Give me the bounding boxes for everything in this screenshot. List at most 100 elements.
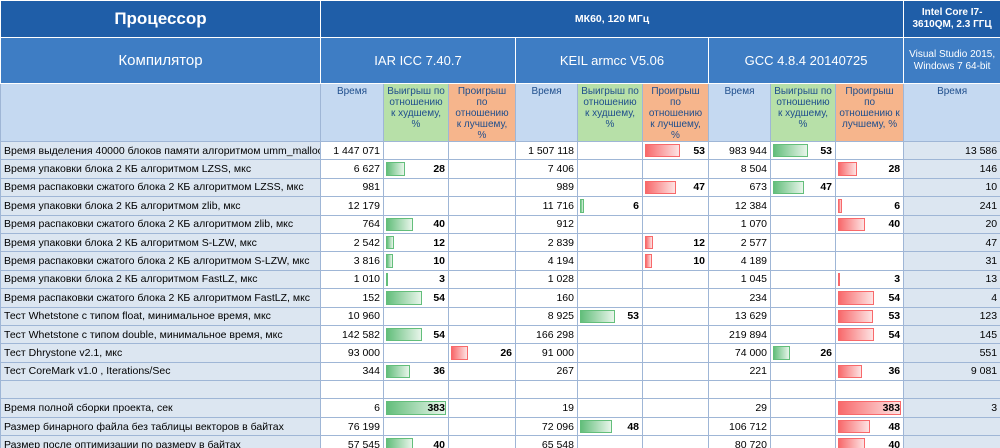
win-cell <box>577 140 643 161</box>
lose-bar <box>838 291 874 305</box>
win-cell <box>383 416 449 437</box>
compiler: Visual Studio 2015, Windows 7 64-bit <box>903 37 1000 84</box>
subheader: Время <box>708 83 771 142</box>
time: 2 839 <box>515 232 578 253</box>
data-row: Время выделения 40000 блоков памяти алго… <box>0 140 1000 161</box>
time: 234 <box>708 288 771 308</box>
win-cell <box>383 306 449 326</box>
time: 10 960 <box>320 306 384 326</box>
subheader-row: Время Выигрыш по отношению к худшему, % Пр… <box>0 83 1000 142</box>
row-label: Время распаковки сжатого блока 2 КБ алго… <box>0 177 321 198</box>
subheader: Проигрыш по отношению к лучшему, % <box>642 83 709 142</box>
lose-cell <box>448 435 516 448</box>
lose-cell <box>448 251 516 271</box>
win-cell <box>770 288 836 308</box>
win-cell <box>770 269 836 290</box>
lose-cell <box>448 140 516 161</box>
vs-time <box>903 380 1000 400</box>
value: 3 <box>439 273 445 286</box>
win-cell <box>577 380 643 400</box>
value: 10 <box>433 255 445 268</box>
data-row: Тест Whetstone с типом double, минимальн… <box>0 324 1000 345</box>
lose-cell <box>642 435 709 448</box>
value: 383 <box>427 402 445 415</box>
win-cell <box>383 196 449 216</box>
row-label: Время распаковки сжатого блока 2 КБ алго… <box>0 288 321 308</box>
lose-cell <box>448 269 516 290</box>
value: 26 <box>820 346 832 359</box>
win-cell: 40 <box>383 435 449 448</box>
value: 6 <box>633 199 639 212</box>
lose-cell <box>448 196 516 216</box>
lose-cell: 47 <box>642 177 709 198</box>
time: 1 045 <box>708 269 771 290</box>
data-row: Тест CoreMark v1.0 , Iterations/Sec 344 36… <box>0 361 1000 382</box>
lose-cell <box>448 214 516 234</box>
value: 40 <box>888 218 901 231</box>
row-label: Тест Dhrystone v2.1, мкс <box>0 343 321 363</box>
win-cell <box>770 361 836 382</box>
lose-bar <box>838 272 840 287</box>
time: 983 944 <box>708 140 771 161</box>
lose-cell <box>834 232 905 253</box>
lose-cell: 10 <box>642 251 709 271</box>
lose-cell <box>834 343 905 363</box>
time: 989 <box>515 177 578 198</box>
lose-cell: 12 <box>642 232 709 253</box>
win-cell <box>577 214 643 234</box>
win-cell: 54 <box>383 288 449 308</box>
lose-cell <box>642 343 709 363</box>
lose-bar <box>838 401 902 415</box>
time: 981 <box>320 177 384 198</box>
compiler: KEIL armcc V5.06 <box>515 37 709 84</box>
lose-cell <box>448 288 516 308</box>
row-label: Время распаковки сжатого блока 2 КБ алго… <box>0 214 321 234</box>
row-label: Размер после оптимизации по размеру в ба… <box>0 435 321 448</box>
time: 4 189 <box>708 251 771 271</box>
lose-cell <box>448 159 516 179</box>
data-row: Тест Whetstone с типом float, минимально… <box>0 306 1000 326</box>
time: 65 548 <box>515 435 578 448</box>
time: 3 816 <box>320 251 384 271</box>
lose-bar <box>838 364 862 379</box>
subheader: Время <box>515 83 578 142</box>
value: 54 <box>433 291 445 304</box>
data-row: Время распаковки сжатого блока 2 КБ алго… <box>0 214 1000 234</box>
compiler-label: Компилятор <box>0 37 321 84</box>
value: 10 <box>693 255 705 268</box>
win-cell: 3 <box>383 269 449 290</box>
time: 2 542 <box>320 232 384 253</box>
pc: Intel Core I7-3610QM, 2.3 ГГЦ <box>903 0 1000 38</box>
lose-bar <box>645 144 681 158</box>
lose-cell: 40 <box>834 214 905 234</box>
vs-time: 20 <box>903 214 1000 234</box>
win-cell <box>770 398 836 418</box>
lose-cell: 26 <box>448 343 516 363</box>
time: 142 582 <box>320 324 384 345</box>
lose-cell: 53 <box>642 140 709 161</box>
time <box>708 380 771 400</box>
subheader: Выигрыш по отношению к худшему, % <box>770 83 836 142</box>
lose-bar <box>838 419 870 434</box>
lose-cell: 383 <box>834 398 905 418</box>
time: 1 070 <box>708 214 771 234</box>
lose-cell <box>834 177 905 198</box>
win-cell <box>770 306 836 326</box>
lose-bar <box>838 309 874 323</box>
row-label: Время упаковки блока 2 КБ алгоритмом S-L… <box>0 232 321 253</box>
value: 40 <box>433 218 445 231</box>
value: 54 <box>888 291 901 304</box>
data-row: Время полной сборки проекта, сек 6 383 19 29… <box>0 398 1000 418</box>
win-cell: 26 <box>770 343 836 363</box>
time: 344 <box>320 361 384 382</box>
win-cell: 10 <box>383 251 449 271</box>
lose-cell: 53 <box>834 306 905 326</box>
win-cell <box>770 196 836 216</box>
empty-cell <box>0 83 321 142</box>
time: 1 507 118 <box>515 140 578 161</box>
lose-cell <box>642 398 709 418</box>
lose-cell <box>448 324 516 345</box>
subheader: Время <box>320 83 384 142</box>
lose-cell <box>448 177 516 198</box>
